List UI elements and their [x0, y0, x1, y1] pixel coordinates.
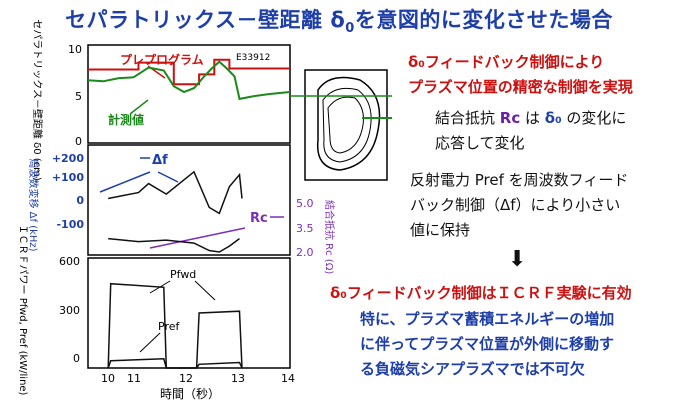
panel2-frame	[87, 144, 291, 256]
series-0-1	[87, 60, 291, 101]
rc-arrow	[149, 227, 246, 249]
p1-ylabel: セパラトリックス－壁距離 δ0 (cm)	[31, 19, 44, 181]
pfwd-leader-2	[194, 280, 216, 301]
rc-tick-2: 2.0	[296, 246, 314, 259]
series-2-1	[107, 358, 243, 369]
rc-ylabel: 結合抵抗 Rc (Ω)	[323, 200, 336, 274]
p3-tick-600: 600	[59, 255, 80, 268]
p3-tick-300: 300	[59, 304, 80, 317]
series-0-0	[88, 58, 290, 86]
series-1-0	[108, 170, 243, 215]
p3-tick-0: 0	[73, 352, 80, 365]
p2-tick-m100: -100	[56, 218, 84, 231]
p1-tick-10: 10	[68, 43, 82, 56]
df-arrow-right	[157, 171, 179, 183]
panel1-frame	[87, 44, 291, 144]
rc-tick-35: 3.5	[296, 222, 314, 235]
p2-tick-0: 0	[76, 194, 84, 207]
right-text-2: 結合抵抗 Rc は δ₀ の変化に 応答して変化	[435, 109, 627, 152]
right-text-5: 特に、プラズマ蓄積エネルギーの増加 に伴ってプラズマ位置が外側に移動す る負磁気…	[360, 310, 615, 378]
p2-tick-200: +200	[52, 152, 85, 165]
rc-tick-5: 5.0	[296, 197, 314, 210]
right-text-4: δ₀フィードバック制御はＩＣＲＦ実験に有効	[330, 284, 632, 302]
right-text-1: δ₀フィードバック制御により プラズマ位置の精密な制御を実現	[408, 53, 633, 96]
p1-tick-5: 5	[75, 90, 82, 103]
pref-label: Pref	[158, 320, 180, 333]
df-label: Δf	[152, 153, 168, 168]
legend-preprogram: プレプログラム	[120, 52, 204, 67]
df-arrow-left	[99, 171, 151, 193]
x-tick-11: 11	[127, 372, 141, 385]
pfwd-label: Pfwd	[170, 268, 196, 281]
p2-ylabel: 周波数変移 Δf (kHz)	[27, 158, 40, 251]
x-tick-13: 13	[231, 372, 245, 385]
rc-label: Rc	[250, 211, 268, 226]
legend-measured: 計測値	[108, 112, 144, 127]
down-arrow-icon: ⬇	[508, 247, 527, 272]
p3-ylabel: ＩＣＲＦパワー Pfwd, Pref (kW/line)	[17, 225, 29, 396]
x-tick-10: 10	[101, 372, 115, 385]
p2-tick-100: +100	[52, 171, 85, 184]
page-title: セパラトリックス－壁距離 δ0を意図的に変化させた場合	[65, 8, 613, 37]
x-tick-14: 14	[281, 372, 295, 385]
series-1-1	[108, 237, 240, 253]
shot-label: E33912	[236, 53, 270, 63]
cross-section-diagram	[290, 69, 392, 181]
p1-tick-0: 0	[75, 135, 82, 148]
right-text-3: 反射電力 Pref を周波数フィード バック制御（Δf）により小さい 値に保持	[410, 171, 629, 239]
x-tick-12: 12	[179, 372, 193, 385]
measured-arrow-line	[129, 99, 149, 115]
x-label: 時間（秒）	[160, 387, 220, 401]
pref-leader	[139, 332, 161, 353]
